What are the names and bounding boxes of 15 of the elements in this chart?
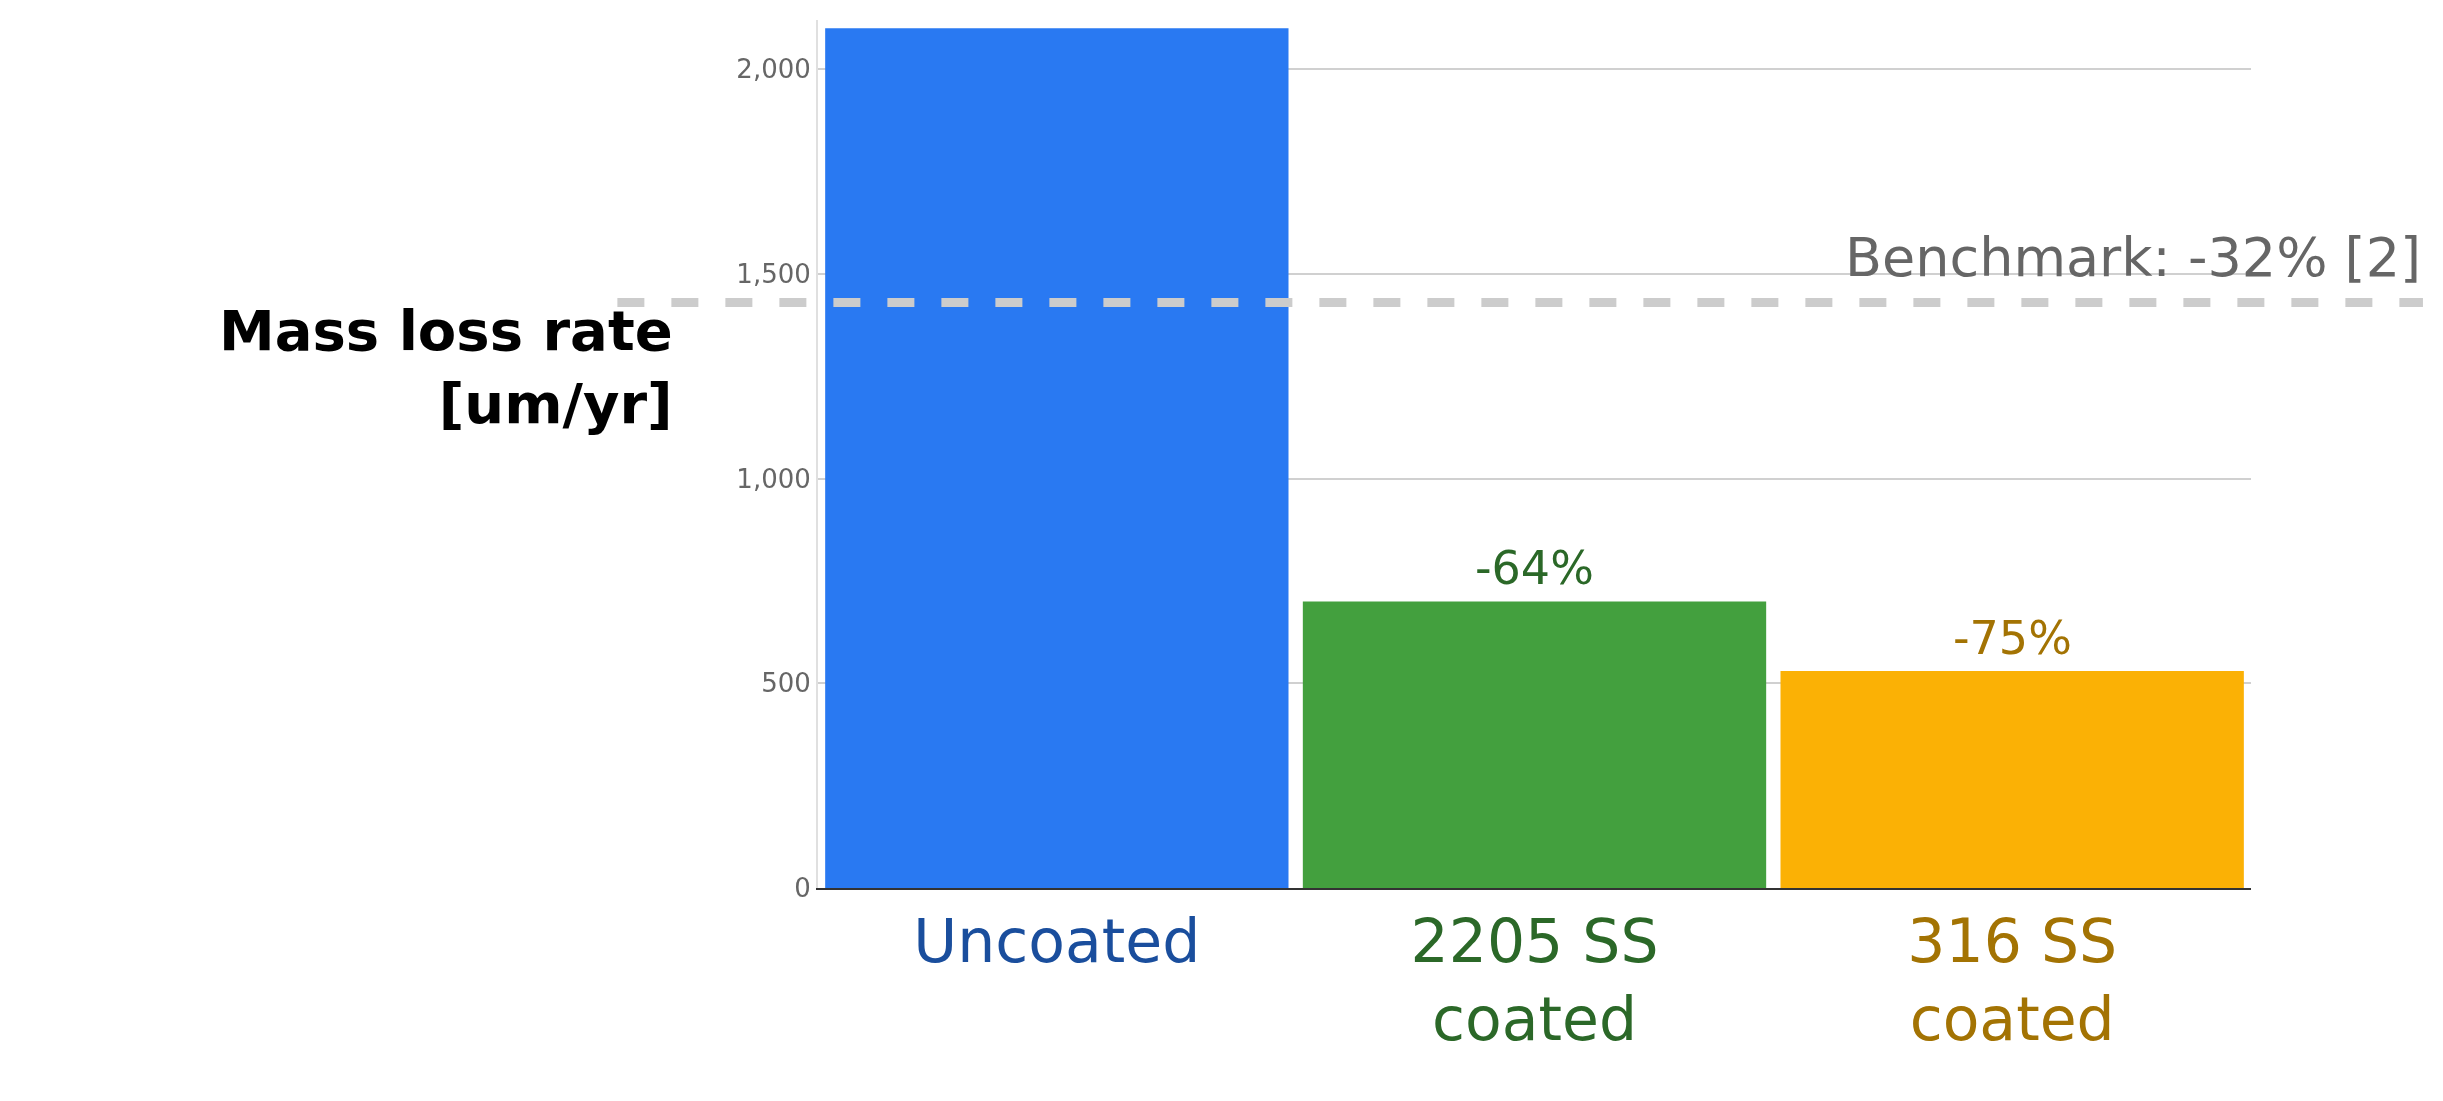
annotation: Benchmark: -32% [2] — [1845, 226, 2422, 289]
y-tick-label: 2,000 — [736, 54, 811, 85]
x-tick-label: 316 SS coated — [1907, 906, 2118, 1054]
y-tick-label: 500 — [761, 668, 811, 699]
bar — [1302, 601, 1767, 888]
annotation: -64% — [1475, 541, 1594, 595]
x-tick-label: Uncoated — [913, 906, 1201, 976]
y-tick-label: 1,500 — [736, 258, 811, 289]
y-axis-title: Mass loss rate [um/yr] — [219, 298, 673, 436]
annotation: -75% — [1953, 611, 2072, 665]
bar — [825, 28, 1289, 888]
y-tick-label: 0 — [794, 873, 811, 904]
y-tick-label: 1,000 — [736, 463, 811, 494]
bar — [1780, 671, 2244, 888]
x-tick-label: 2205 SS coated — [1410, 906, 1659, 1054]
